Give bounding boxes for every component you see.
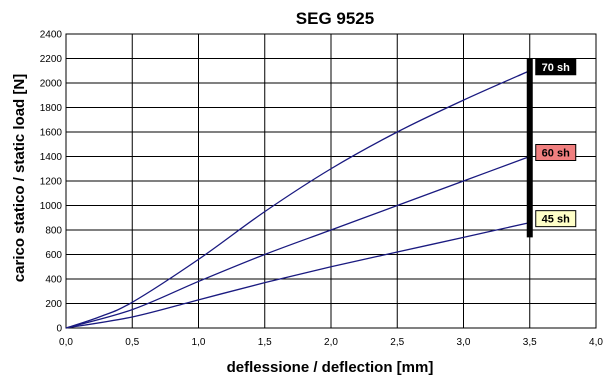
x-tick-label: 0,0 bbox=[59, 337, 73, 348]
series-tag-box bbox=[535, 144, 577, 161]
y-tick-label: 2000 bbox=[40, 79, 63, 90]
y-tick-label: 1200 bbox=[40, 177, 63, 188]
y-axis-label: carico statico / static load [N] bbox=[11, 74, 28, 282]
series-line-45-sh bbox=[65, 222, 530, 329]
x-tick-label: 2,5 bbox=[390, 337, 404, 348]
x-tick-label: 3,5 bbox=[523, 337, 537, 348]
series-line-60-sh bbox=[65, 155, 530, 329]
y-tick-label: 2400 bbox=[40, 30, 63, 41]
x-tick-label: 0,5 bbox=[125, 337, 139, 348]
series-line-70-sh bbox=[65, 70, 531, 329]
y-tick-label: 1000 bbox=[40, 201, 63, 212]
x-tick-label: 1,0 bbox=[192, 337, 206, 348]
series-tag-label: 70 sh bbox=[542, 62, 570, 74]
plot-frame bbox=[65, 33, 597, 329]
x-tick-label: 2,0 bbox=[324, 337, 338, 348]
y-tick-label: 400 bbox=[45, 275, 62, 286]
chart-title: SEG 9525 bbox=[296, 9, 374, 28]
y-tick-label: 600 bbox=[45, 250, 62, 261]
x-tick-label: 3,0 bbox=[457, 337, 471, 348]
y-tick-label: 1800 bbox=[40, 103, 63, 114]
y-tick-label: 0 bbox=[56, 324, 62, 335]
series-tag-label: 60 sh bbox=[542, 148, 570, 160]
x-axis-label: deflessione / deflection [mm] bbox=[227, 359, 434, 376]
y-tick-label: 2200 bbox=[40, 54, 63, 65]
series-tag-box bbox=[535, 58, 577, 76]
y-tick-labels: 0 200 400 600 800 1000 1200 1400 1600 1800 2000 220… bbox=[40, 30, 63, 335]
series-tag-box bbox=[535, 210, 577, 228]
series-lines bbox=[65, 70, 531, 329]
series-tag-label: 45 sh bbox=[542, 214, 570, 226]
x-tick-labels: 0,0 0,5 1,0 1,5 2,0 2,5 3,0 3,5 4,0 bbox=[59, 337, 603, 348]
x-tick-label: 4,0 bbox=[589, 337, 603, 348]
x-tick-label: 1,5 bbox=[258, 337, 272, 348]
y-tick-label: 200 bbox=[45, 299, 62, 310]
plot-grid bbox=[65, 33, 597, 329]
y-tick-label: 1400 bbox=[40, 152, 63, 163]
y-tick-label: 1600 bbox=[40, 128, 63, 139]
y-tick-label: 800 bbox=[45, 226, 62, 237]
series-tags: 70 sh 60 sh 45 sh bbox=[535, 58, 577, 228]
